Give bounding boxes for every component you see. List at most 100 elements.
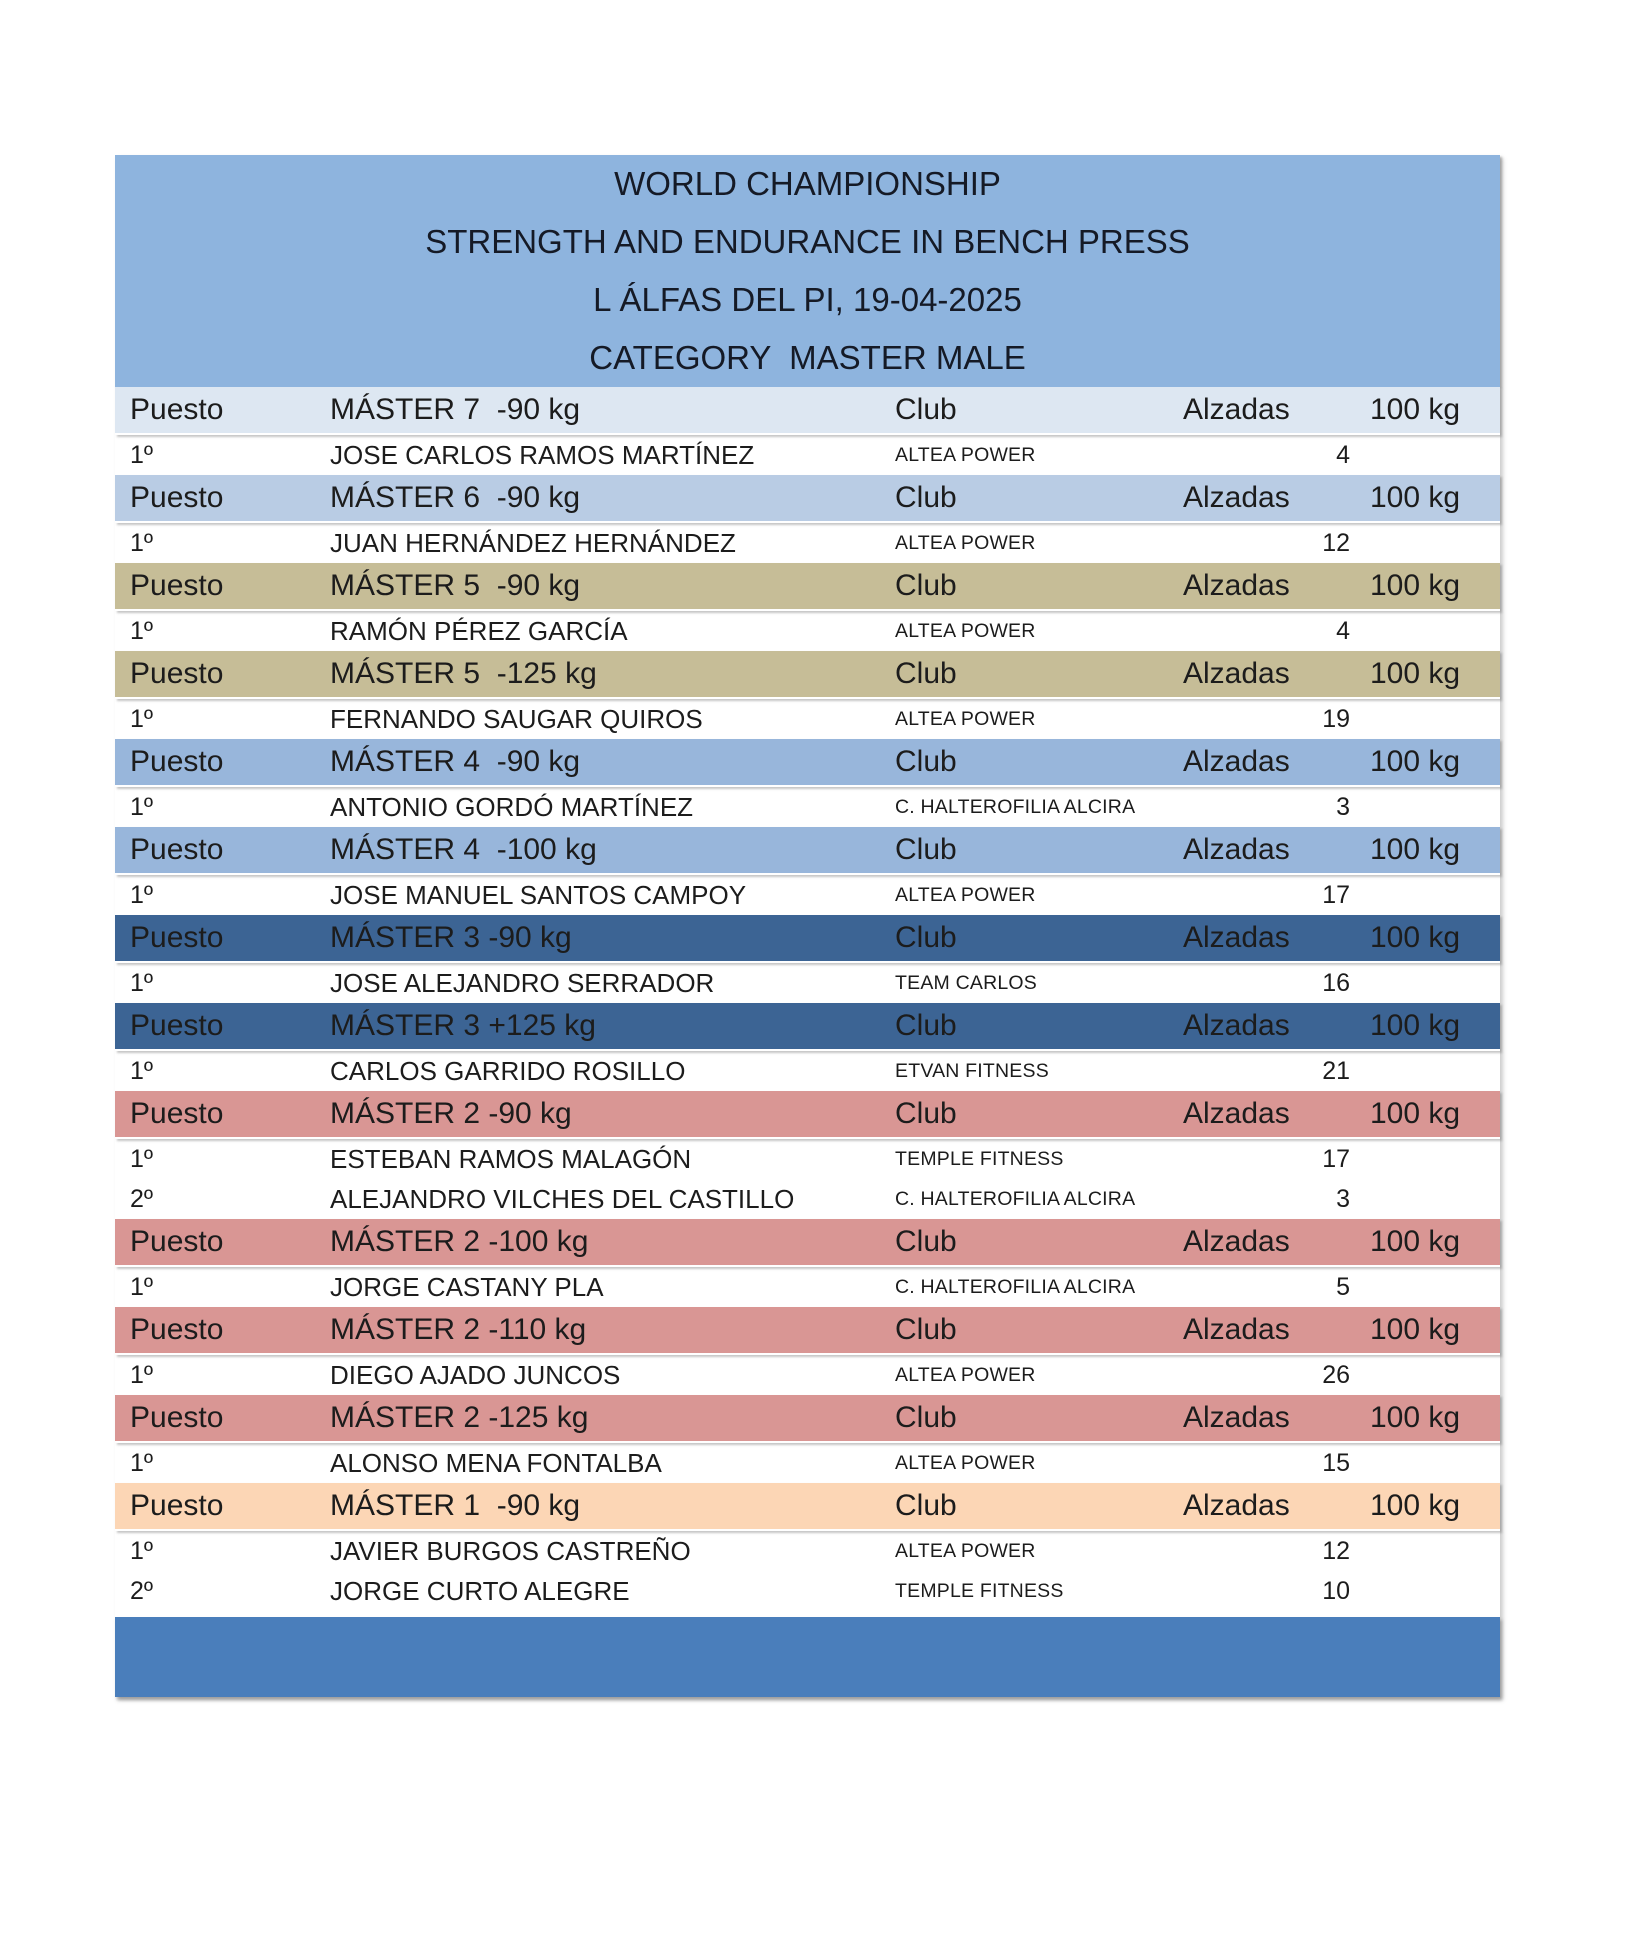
section-header-row: Puesto MÁSTER 3 -90 kg Club Alzadas 100 … — [115, 915, 1500, 963]
athlete-name-cell: CARLOS GARRIDO ROSILLO — [330, 1055, 686, 1086]
rank-cell: 1º — [130, 1272, 154, 1301]
result-row: 1º JORGE CASTANY PLA C. HALTEROFILIA ALC… — [115, 1267, 1500, 1307]
category-section: Puesto MÁSTER 5 -90 kg Club Alzadas 100 … — [115, 563, 1500, 651]
column-header-club: Club — [895, 1489, 957, 1522]
section-header-row: Puesto MÁSTER 3 +125 kg Club Alzadas 100… — [115, 1003, 1500, 1051]
athlete-name-cell: ALEJANDRO VILCHES DEL CASTILLO — [330, 1183, 795, 1214]
athlete-name-cell: JORGE CASTANY PLA — [330, 1271, 604, 1302]
rank-cell: 1º — [130, 792, 154, 821]
club-cell: ETVAN FITNESS — [895, 1059, 1049, 1082]
column-header-weight: 100 kg — [1370, 569, 1461, 602]
category-section: Puesto MÁSTER 3 -90 kg Club Alzadas 100 … — [115, 915, 1500, 1003]
column-header-alzadas: Alzadas — [1183, 1489, 1290, 1522]
column-header-weight: 100 kg — [1370, 1009, 1461, 1042]
column-header-alzadas: Alzadas — [1183, 745, 1290, 778]
club-cell: C. HALTEROFILIA ALCIRA — [895, 1187, 1136, 1210]
column-header-club: Club — [895, 1401, 957, 1434]
column-header-puesto: Puesto — [130, 745, 224, 778]
category-section: Puesto MÁSTER 4 -100 kg Club Alzadas 100… — [115, 827, 1500, 915]
section-category-label: MÁSTER 2 -100 kg — [330, 1225, 589, 1258]
club-cell: ALTEA POWER — [895, 531, 1036, 554]
rank-cell: 1º — [130, 440, 154, 469]
alzadas-value-cell: 19 — [1322, 704, 1350, 733]
category-section: Puesto MÁSTER 2 -100 kg Club Alzadas 100… — [115, 1219, 1500, 1307]
rank-cell: 1º — [130, 1536, 154, 1565]
category-section: Puesto MÁSTER 2 -125 kg Club Alzadas 100… — [115, 1395, 1500, 1483]
column-header-club: Club — [895, 833, 957, 866]
section-header-row: Puesto MÁSTER 7 -90 kg Club Alzadas 100 … — [115, 387, 1500, 435]
club-cell: ALTEA POWER — [895, 883, 1036, 906]
title-line-category: CATEGORY MASTER MALE — [589, 339, 1026, 376]
category-section: Puesto MÁSTER 2 -110 kg Club Alzadas 100… — [115, 1307, 1500, 1395]
club-cell: ALTEA POWER — [895, 1451, 1036, 1474]
rank-cell: 1º — [130, 1144, 154, 1173]
section-header-row: Puesto MÁSTER 4 -100 kg Club Alzadas 100… — [115, 827, 1500, 875]
result-row: 1º DIEGO AJADO JUNCOS ALTEA POWER 26 — [115, 1355, 1500, 1395]
athlete-name-cell: JAVIER BURGOS CASTREÑO — [330, 1535, 691, 1566]
column-header-club: Club — [895, 481, 957, 514]
column-header-alzadas: Alzadas — [1183, 1225, 1290, 1258]
title-band: WORLD CHAMPIONSHIP STRENGTH AND ENDURANC… — [115, 155, 1500, 387]
category-section: Puesto MÁSTER 3 +125 kg Club Alzadas 100… — [115, 1003, 1500, 1091]
category-section: Puesto MÁSTER 6 -90 kg Club Alzadas 100 … — [115, 475, 1500, 563]
category-section: Puesto MÁSTER 4 -90 kg Club Alzadas 100 … — [115, 739, 1500, 827]
athlete-name-cell: JOSE ALEJANDRO SERRADOR — [330, 967, 715, 998]
title-line-event: STRENGTH AND ENDURANCE IN BENCH PRESS — [425, 223, 1190, 260]
athlete-name-cell: JUAN HERNÁNDEZ HERNÁNDEZ — [330, 527, 736, 558]
section-category-label: MÁSTER 5 -125 kg — [330, 657, 597, 690]
column-header-weight: 100 kg — [1370, 921, 1461, 954]
alzadas-value-cell: 15 — [1322, 1448, 1350, 1477]
column-header-alzadas: Alzadas — [1183, 921, 1290, 954]
result-row: 1º RAMÓN PÉREZ GARCÍA ALTEA POWER 4 — [115, 611, 1500, 651]
section-category-label: MÁSTER 4 -90 kg — [330, 745, 581, 778]
column-header-puesto: Puesto — [130, 1401, 224, 1434]
section-header-row: Puesto MÁSTER 2 -125 kg Club Alzadas 100… — [115, 1395, 1500, 1443]
column-header-club: Club — [895, 921, 957, 954]
result-row: 1º FERNANDO SAUGAR QUIROS ALTEA POWER 19 — [115, 699, 1500, 739]
column-header-puesto: Puesto — [130, 569, 224, 602]
column-header-alzadas: Alzadas — [1183, 657, 1290, 690]
column-header-weight: 100 kg — [1370, 1401, 1461, 1434]
column-header-club: Club — [895, 1225, 957, 1258]
column-header-weight: 100 kg — [1370, 833, 1461, 866]
section-header-row: Puesto MÁSTER 6 -90 kg Club Alzadas 100 … — [115, 475, 1500, 523]
column-header-alzadas: Alzadas — [1183, 1097, 1290, 1130]
athlete-name-cell: DIEGO AJADO JUNCOS — [330, 1359, 621, 1390]
alzadas-value-cell: 12 — [1322, 528, 1350, 557]
result-row: 1º ANTONIO GORDÓ MARTÍNEZ C. HALTEROFILI… — [115, 787, 1500, 827]
rank-cell: 2º — [130, 1576, 154, 1605]
rank-cell: 2º — [130, 1184, 154, 1213]
result-row: 2º JORGE CURTO ALEGRE TEMPLE FITNESS 10 — [115, 1571, 1500, 1611]
column-header-weight: 100 kg — [1370, 393, 1461, 426]
rank-cell: 1º — [130, 616, 154, 645]
column-header-club: Club — [895, 1097, 957, 1130]
alzadas-value-cell: 3 — [1336, 792, 1350, 821]
column-header-puesto: Puesto — [130, 921, 224, 954]
sections-container: Puesto MÁSTER 7 -90 kg Club Alzadas 100 … — [115, 387, 1500, 1611]
rank-cell: 1º — [130, 968, 154, 997]
column-header-alzadas: Alzadas — [1183, 1401, 1290, 1434]
alzadas-value-cell: 17 — [1322, 1144, 1350, 1173]
section-category-label: MÁSTER 4 -100 kg — [330, 833, 597, 866]
athlete-name-cell: RAMÓN PÉREZ GARCÍA — [330, 615, 628, 646]
column-header-weight: 100 kg — [1370, 1489, 1461, 1522]
rank-cell: 1º — [130, 1360, 154, 1389]
column-header-weight: 100 kg — [1370, 1313, 1461, 1346]
column-header-puesto: Puesto — [130, 393, 224, 426]
category-section: Puesto MÁSTER 1 -90 kg Club Alzadas 100 … — [115, 1483, 1500, 1611]
column-header-weight: 100 kg — [1370, 657, 1461, 690]
column-header-club: Club — [895, 569, 957, 602]
column-header-alzadas: Alzadas — [1183, 833, 1290, 866]
column-header-puesto: Puesto — [130, 1009, 224, 1042]
column-header-club: Club — [895, 1009, 957, 1042]
footer-band — [115, 1617, 1500, 1697]
club-cell: ALTEA POWER — [895, 619, 1036, 642]
alzadas-value-cell: 5 — [1336, 1272, 1350, 1301]
column-header-puesto: Puesto — [130, 1489, 224, 1522]
column-header-club: Club — [895, 1313, 957, 1346]
rank-cell: 1º — [130, 1056, 154, 1085]
alzadas-value-cell: 3 — [1336, 1184, 1350, 1213]
athlete-name-cell: ESTEBAN RAMOS MALAGÓN — [330, 1143, 692, 1174]
section-header-row: Puesto MÁSTER 1 -90 kg Club Alzadas 100 … — [115, 1483, 1500, 1531]
rank-cell: 1º — [130, 1448, 154, 1477]
